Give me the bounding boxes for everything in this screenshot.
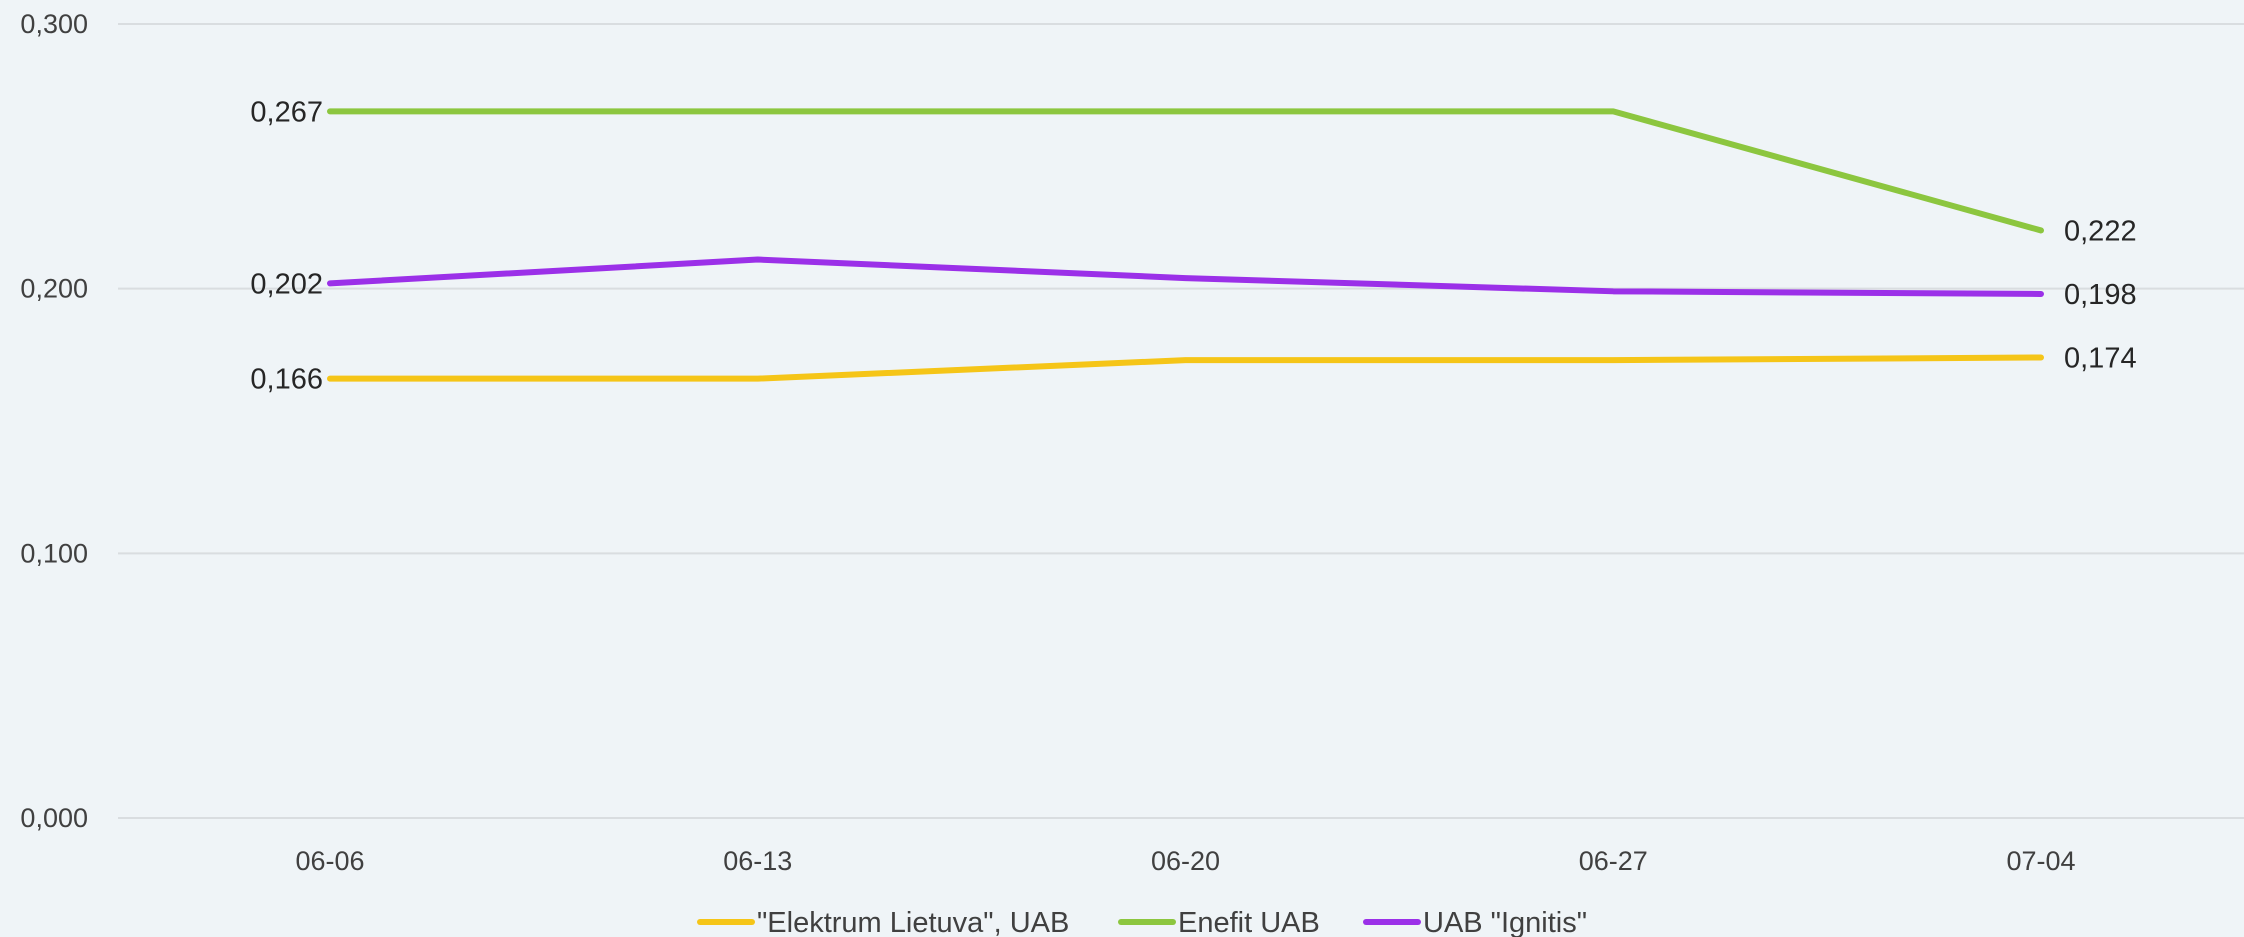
- series-lines: [327, 108, 2044, 382]
- y-tick-label: 0,200: [20, 274, 88, 304]
- y-tick-label: 0,100: [20, 538, 88, 568]
- series-line: [327, 256, 2044, 297]
- data-label: 0,202: [250, 268, 323, 300]
- x-axis-ticks: 06-06 06-13 06-20 06-27 07-04: [295, 846, 2075, 876]
- x-tick-label: 07-04: [2006, 846, 2075, 876]
- data-labels: 0,166 0,174 0,267 0,222 0,202 0,198: [250, 96, 2136, 395]
- legend-label: Enefit UAB: [1178, 907, 1320, 937]
- y-tick-label: 0,300: [20, 9, 88, 39]
- x-tick-label: 06-13: [723, 846, 792, 876]
- data-label: 0,222: [2064, 215, 2137, 247]
- legend: "Elektrum Lietuva", UAB Enefit UAB UAB "Ig…: [697, 907, 1587, 937]
- series-line: [327, 108, 2044, 234]
- data-label: 0,166: [250, 364, 323, 396]
- gridlines: [118, 23, 2244, 819]
- series-line: [327, 354, 2044, 382]
- legend-label: UAB "Ignitis": [1423, 907, 1587, 937]
- data-label: 0,174: [2064, 342, 2137, 374]
- x-tick-label: 06-20: [1151, 846, 1220, 876]
- legend-label: "Elektrum Lietuva", UAB: [757, 907, 1069, 937]
- data-label: 0,267: [250, 96, 323, 128]
- x-tick-label: 06-06: [295, 846, 364, 876]
- data-label: 0,198: [2064, 279, 2137, 311]
- x-tick-label: 06-27: [1579, 846, 1648, 876]
- y-tick-label: 0,000: [20, 803, 88, 833]
- y-axis-ticks: 0,000 0,100 0,200 0,300: [20, 9, 88, 833]
